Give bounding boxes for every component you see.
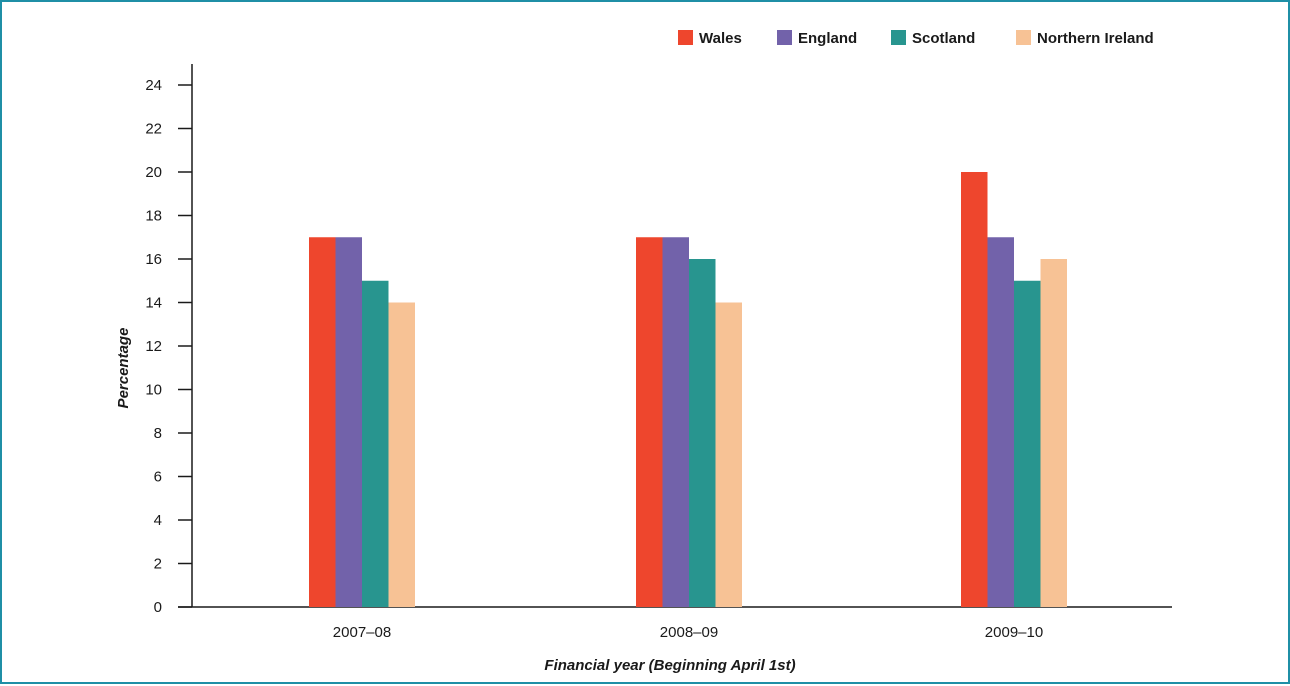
y-tick-label: 24 — [145, 77, 162, 94]
bar-northern-ireland-1 — [715, 302, 742, 607]
x-tick-label: 2008–09 — [660, 624, 718, 641]
y-tick-label: 0 — [154, 599, 162, 616]
bar-wales-2 — [961, 172, 988, 607]
y-tick-label: 16 — [145, 251, 162, 268]
legend-swatch — [891, 30, 906, 45]
legend-label: Scotland — [912, 30, 975, 47]
bar-scotland-0 — [362, 280, 389, 607]
legend-label: England — [798, 30, 857, 47]
legend-label: Wales — [699, 30, 742, 47]
bars — [309, 172, 1067, 607]
bar-england-1 — [662, 237, 689, 607]
legend-swatch — [1016, 30, 1031, 45]
y-tick-label: 14 — [145, 295, 162, 312]
bar-england-2 — [987, 237, 1014, 607]
y-tick-label: 18 — [145, 208, 162, 225]
bar-wales-0 — [309, 237, 336, 607]
bar-wales-1 — [636, 237, 663, 607]
bar-scotland-2 — [1014, 280, 1041, 607]
y-axis-title: Percentage — [115, 328, 132, 409]
y-tick-label: 6 — [154, 469, 162, 486]
y-tick-label: 4 — [154, 512, 162, 529]
x-axis-title: Financial year (Beginning April 1st) — [544, 657, 795, 674]
y-tick-label: 20 — [145, 164, 162, 181]
x-tick-label: 2007–08 — [333, 624, 391, 641]
bar-england-0 — [335, 237, 362, 607]
x-tick-label: 2009–10 — [985, 624, 1043, 641]
y-tick-label: 22 — [145, 121, 162, 138]
x-ticks: 2007–08 2008–09 2009–10 — [333, 624, 1043, 641]
y-tick-label: 12 — [145, 338, 162, 355]
y-tick-label: 10 — [145, 382, 162, 399]
bar-scotland-1 — [689, 259, 716, 607]
bar-northern-ireland-2 — [1040, 259, 1067, 607]
legend-label: Northern Ireland — [1037, 30, 1154, 47]
bar-northern-ireland-0 — [388, 302, 415, 607]
legend-swatch — [678, 30, 693, 45]
y-tick-label: 8 — [154, 425, 162, 442]
y-tick-label: 2 — [154, 556, 162, 573]
legend: Wales England Scotland Northern Ireland — [678, 30, 1154, 47]
legend-swatch — [777, 30, 792, 45]
